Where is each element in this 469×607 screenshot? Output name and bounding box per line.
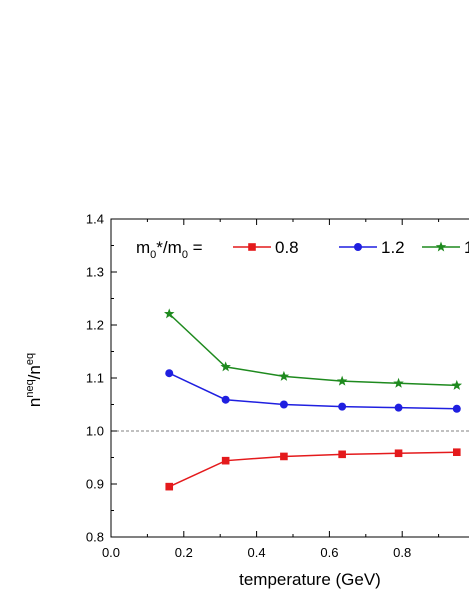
- series-layer: [164, 308, 463, 491]
- legend-swatch-marker: [354, 243, 362, 251]
- y-axis-title-base1: n: [25, 398, 44, 407]
- legend-entry-0: 0.8: [233, 238, 299, 257]
- legend-label: 0.8: [275, 238, 299, 257]
- data-point: [453, 448, 461, 456]
- y-axis-title-sup2: eq: [24, 353, 36, 365]
- data-point: [393, 377, 404, 388]
- series-0: [165, 448, 461, 491]
- y-axis-title-slash: /: [25, 374, 44, 379]
- y-axis-title-base2: n: [25, 365, 44, 374]
- y-tick-label: 1.0: [86, 424, 104, 439]
- data-point: [279, 400, 288, 409]
- x-axis: 0.00.20.40.60.81.: [102, 219, 440, 560]
- y-tick-label: 1.1: [86, 371, 104, 386]
- x-tick-label: 0.2: [175, 545, 193, 560]
- data-point: [280, 452, 288, 461]
- data-point: [394, 403, 403, 412]
- series-line-1: [168, 372, 457, 410]
- data-point: [338, 402, 347, 411]
- y-tick-label: 1.2: [86, 318, 104, 333]
- legend-entry-1: 1.2: [339, 238, 405, 257]
- x-tick-label: 0.8: [393, 545, 411, 560]
- legend-label: 1.4: [464, 238, 469, 257]
- y-tick-label: 0.8: [86, 530, 104, 545]
- legend-swatch-marker: [435, 241, 447, 252]
- y-axis-title: nneq/neq: [24, 353, 44, 407]
- series-2: [164, 308, 463, 390]
- series-line-2: [168, 313, 457, 387]
- y-tick-label: 0.9: [86, 477, 104, 492]
- data-point: [338, 450, 346, 459]
- data-point: [278, 370, 290, 381]
- series-line-0: [168, 451, 457, 488]
- legend-prefix-m2: m: [168, 238, 182, 257]
- legend-prefix-sub1: 0: [150, 249, 156, 261]
- legend-swatch-marker: [248, 243, 256, 251]
- legend-label: 1.2: [381, 238, 405, 257]
- x-axis-title: temperature (GeV): [239, 570, 381, 589]
- legend-entry-2: 1.4: [422, 238, 469, 257]
- y-axis: 0.8 0.9 1.0 1.1 1.2 1.3 1.4: [86, 212, 117, 545]
- data-point: [452, 404, 461, 413]
- legend-prefix-star: */: [156, 238, 168, 257]
- series-1: [165, 369, 461, 413]
- data-point: [221, 395, 230, 404]
- data-point: [220, 361, 231, 372]
- x-tick-label: 0.6: [320, 545, 338, 560]
- plot-area: 0.00.20.40.60.81. 0.80.91.01.11.21.31.4: [86, 212, 469, 560]
- legend-prefix-sub2: 0: [182, 249, 188, 261]
- data-point: [164, 308, 175, 319]
- x-tick-label: 0.0: [102, 545, 120, 560]
- data-point: [165, 369, 174, 378]
- data-point: [451, 379, 463, 390]
- x-tick-label: 0.4: [248, 545, 266, 560]
- legend: m0*/m0 = 0.81.21.4: [136, 238, 469, 261]
- data-point: [221, 456, 230, 465]
- data-point: [336, 375, 348, 386]
- y-tick-label: 1.3: [86, 265, 104, 280]
- y-tick-label: 1.4: [86, 212, 104, 227]
- legend-prefix-m1: m: [136, 238, 150, 257]
- data-point: [165, 482, 174, 491]
- data-point: [394, 449, 403, 458]
- plot-frame: [110, 218, 469, 538]
- legend-prefix-eq: =: [188, 238, 203, 257]
- y-axis-title-sup1: neq: [24, 379, 36, 397]
- legend-prefix: m0*/m0 =: [136, 238, 203, 261]
- legend-entries: 0.8 1.2 1.4: [233, 238, 469, 257]
